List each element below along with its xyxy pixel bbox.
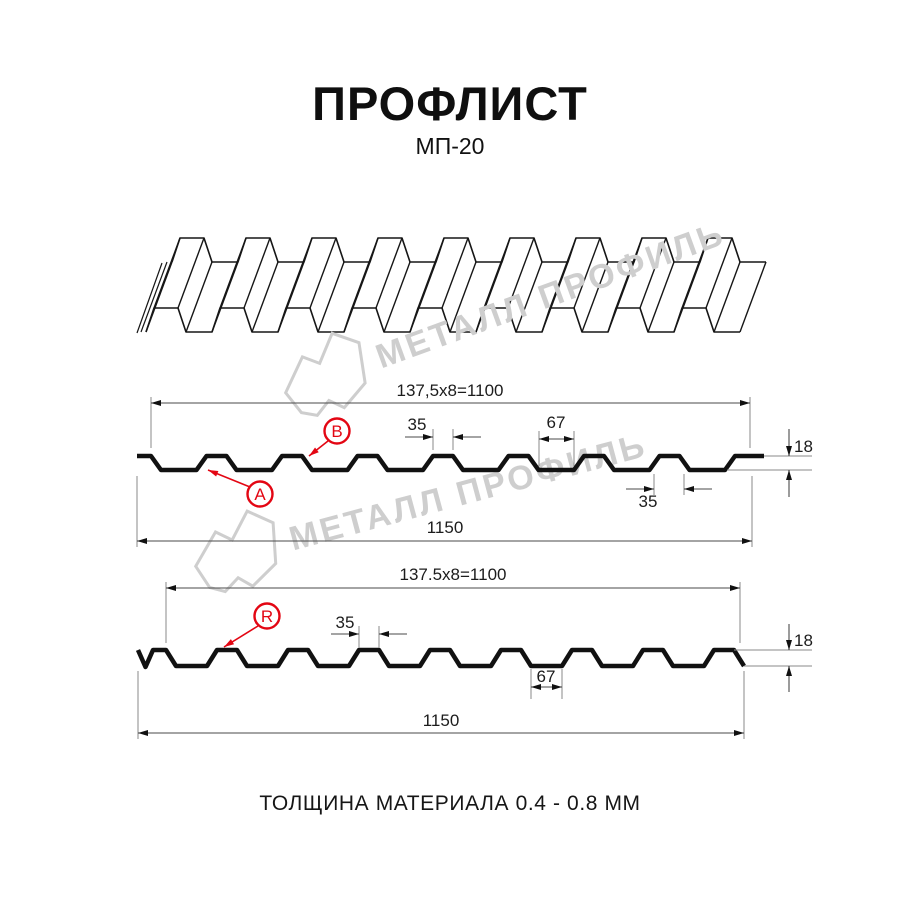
dim-rib-top-35: 35	[336, 613, 355, 632]
rib-edge	[409, 261, 437, 333]
rib-edge	[375, 237, 403, 309]
rib-edge	[317, 261, 345, 333]
arrowhead	[786, 470, 792, 480]
callout-label-a: A	[254, 485, 266, 504]
metall-profil-logo-icon	[283, 331, 367, 417]
arrowhead	[349, 631, 359, 637]
rib-edge	[177, 237, 205, 309]
dim-full-width-1150: 1150	[423, 711, 460, 730]
page-title: ПРОФЛИСТ	[312, 77, 588, 130]
sheet-right-cap	[739, 261, 767, 333]
dim-coverage-width: 137,5x8=1100	[397, 381, 504, 400]
arrowhead	[379, 631, 389, 637]
arrowhead	[138, 730, 148, 736]
dim-rib-top-35: 35	[408, 415, 427, 434]
rib-edge	[383, 261, 411, 333]
arrowhead	[730, 585, 740, 591]
arrowhead	[208, 470, 219, 477]
arrowhead	[224, 639, 235, 647]
arrowhead	[786, 640, 792, 650]
profile-model-subtitle: МП-20	[415, 133, 485, 159]
rib-edge	[343, 261, 371, 333]
sheet-cut-edge	[136, 262, 163, 334]
watermark-text: МЕТАЛЛ ПРОФИЛЬ	[285, 426, 651, 558]
rib-edge	[153, 237, 181, 309]
callout-label-b: B	[331, 422, 342, 441]
arrowhead	[644, 486, 654, 492]
rib-edge	[277, 261, 305, 333]
arrowhead	[740, 400, 750, 406]
rib-edge	[417, 237, 445, 309]
rib-edge	[475, 261, 503, 333]
rib-edge	[243, 237, 271, 309]
rib-edge	[639, 237, 667, 309]
arrowhead	[531, 684, 541, 690]
callout-circle-r	[253, 602, 281, 630]
rib-edge	[515, 261, 543, 333]
rib-edge	[449, 261, 477, 333]
arrowhead	[453, 434, 463, 440]
dim-coverage-width: 137.5x8=1100	[400, 565, 507, 584]
arrowhead	[684, 486, 694, 492]
profile-outline	[135, 647, 746, 670]
rib-edge	[573, 237, 601, 309]
rib-edge	[211, 261, 239, 333]
arrowhead	[166, 585, 176, 591]
arrowhead	[423, 434, 433, 440]
dim-flat-67: 67	[537, 667, 556, 686]
arrowhead	[742, 538, 752, 544]
rib-edge	[219, 237, 247, 309]
rib-edge	[615, 237, 643, 309]
rib-edge	[145, 261, 173, 333]
cross-section-bottom: 137.5x8=1100 35 67 18 1150 R	[135, 565, 813, 739]
dim-full-width-1150: 1150	[427, 518, 464, 537]
arrowhead	[552, 684, 562, 690]
profile-3d-view	[136, 237, 767, 334]
rib-edge	[483, 237, 511, 309]
dim-height-18: 18	[794, 437, 813, 456]
metall-profil-logo-icon	[193, 509, 278, 594]
arrowhead	[786, 446, 792, 456]
rib-edge	[309, 237, 337, 309]
rib-edge	[251, 261, 279, 333]
rib-edge	[673, 261, 701, 333]
rib-edge	[185, 261, 213, 333]
arrowhead	[539, 436, 549, 442]
arrowhead	[137, 538, 147, 544]
rib-edge	[507, 237, 535, 309]
rib-edge	[285, 237, 313, 309]
rib-edge	[549, 237, 577, 309]
sheet-cut-edge	[140, 261, 168, 333]
rib-edge	[541, 261, 569, 333]
arrowhead	[786, 666, 792, 676]
rib-edge	[713, 261, 741, 333]
callout-circle-b	[323, 417, 351, 445]
material-thickness-note: ТОЛЩИНА МАТЕРИАЛА 0.4 - 0.8 ММ	[259, 792, 641, 815]
arrowhead	[151, 400, 161, 406]
profile-outline	[137, 453, 764, 473]
rib-edge	[647, 261, 675, 333]
rib-edge	[441, 237, 469, 309]
dim-flat-67: 67	[547, 413, 566, 432]
cross-section-top: 137,5x8=1100 35 67 18 35 1150 B A	[136, 381, 813, 547]
dim-rib-bottom-35: 35	[639, 492, 658, 511]
rib-edge	[681, 237, 709, 309]
arrowhead	[309, 447, 319, 456]
watermark-top: МЕТАЛЛ ПРОФИЛЬ	[283, 214, 730, 417]
rib-edge	[705, 237, 733, 309]
rib-edge	[581, 261, 609, 333]
callout-label-r: R	[261, 607, 273, 626]
arrowhead	[564, 436, 574, 442]
rib-edge	[351, 237, 379, 309]
arrowhead	[734, 730, 744, 736]
watermark-text: МЕТАЛЛ ПРОФИЛЬ	[371, 214, 730, 376]
rib-edge	[607, 261, 635, 333]
callout-circle-a	[246, 480, 274, 508]
dim-height-18: 18	[794, 631, 813, 650]
